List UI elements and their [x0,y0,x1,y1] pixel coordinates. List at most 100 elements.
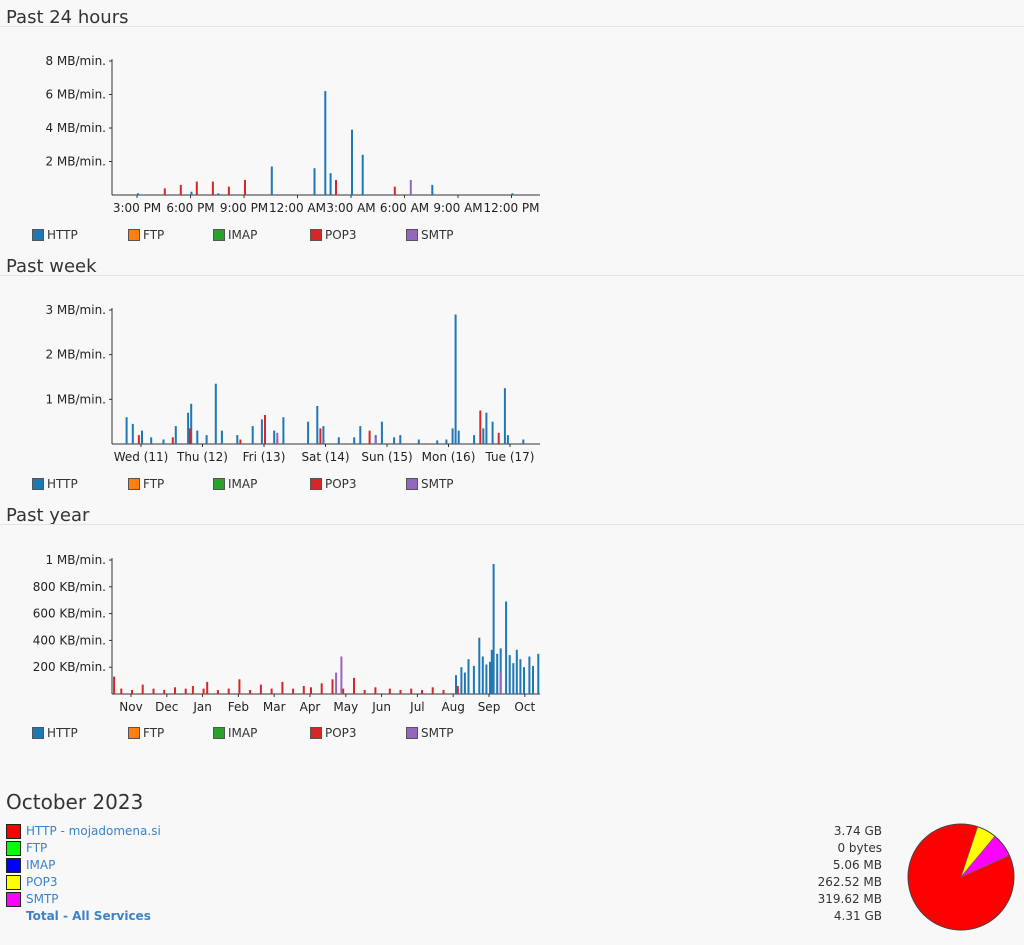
bar-pop3 [456,686,459,694]
bar-http [393,437,396,444]
bar-pop3 [270,688,273,694]
section-divider [0,26,1024,27]
bar-pop3 [393,186,396,195]
service-link-pop3[interactable]: POP3 [26,875,58,889]
bar-http [313,168,316,195]
total-all-services-link[interactable]: Total - All Services [26,909,151,923]
bar-http [505,601,508,694]
service-link-smtp[interactable]: SMTP [26,892,59,906]
color-swatch [6,858,21,873]
service-link-http[interactable]: HTTP - mojadomena.si [26,824,161,838]
bar-pop3 [388,688,391,694]
bar-smtp [409,179,412,195]
x-tick-label: Apr [300,700,321,714]
bar-pop3 [141,684,144,694]
legend-swatch [32,229,44,241]
x-tick-label: Feb [228,700,249,714]
y-tick-label: 800 KB/min. [33,580,106,594]
legend-past-year: HTTP FTP IMAP POP3 SMTP [32,726,632,742]
service-link-ftp[interactable]: FTP [26,841,48,855]
bar-pop3 [421,690,423,694]
y-tick-label: 2 MB/min. [45,155,106,169]
legend-item-pop3: POP3 [310,726,357,742]
y-tick-label: 1 MB/min. [45,392,106,406]
bar-http [472,665,475,694]
bar-pop3 [363,690,366,694]
bar-smtp [335,672,338,694]
service-value: 5.06 MB [832,858,882,872]
bar-http [131,423,134,444]
service-value: 0 bytes [837,841,882,855]
bar-pop3 [249,690,252,694]
bar-pop3 [244,179,246,195]
bar-pop3 [238,679,241,694]
service-link-imap[interactable]: IMAP [26,858,56,872]
bar-http [496,653,499,694]
bar-smtp [340,656,343,694]
bar-pop3 [497,432,500,444]
bar-pop3 [368,430,371,444]
legend-label: IMAP [228,726,258,740]
bar-http [307,421,310,444]
service-row-imap: IMAP 5.06 MB [6,857,882,874]
x-tick-label: Nov [119,700,142,714]
total-value: 4.31 GB [833,909,882,923]
legend-swatch [128,727,140,739]
x-tick-label: 6:00 PM [166,201,214,215]
bar-http [324,91,327,195]
bar-http [399,435,402,444]
y-tick-label: 4 MB/min. [45,121,106,135]
bar-http [361,154,364,195]
service-value: 3.74 GB [833,824,882,838]
bar-http [537,653,540,694]
bar-http [455,675,457,694]
x-tick-label: 12:00 PM [484,201,540,215]
section-title-past-week: Past week [6,256,97,277]
service-row-http: HTTP - mojadomena.si 3.74 GB [6,823,882,840]
chart-past-24-hours: 2 MB/min. 4 MB/min. 6 MB/min. 8 MB/min. 3:00… [45,54,540,215]
bar-http [506,435,509,444]
legend-label: SMTP [421,228,454,242]
bar-http [322,426,325,444]
chart-past-week: 1 MB/min. 2 MB/min. 3 MB/min. Wed (11) Thu (… [45,303,540,464]
bar-pop3 [216,690,219,694]
legend-swatch [310,478,322,490]
legend-label: POP3 [325,228,357,242]
legend-item-http: HTTP [32,726,78,742]
legend-swatch [310,229,322,241]
bar-pop3 [353,677,355,694]
bar-pop3 [227,186,230,195]
bar-pop3 [259,684,262,694]
bar-pop3 [281,681,284,694]
legend-item-smtp: SMTP [406,477,454,493]
color-swatch [6,841,21,856]
x-tick-label: Aug [441,700,464,714]
service-row-pop3: POP3 262.52 MB [6,874,882,891]
bar-http [489,661,491,694]
bar-http [217,193,220,195]
bar-http [137,193,139,195]
bar-http [359,426,362,444]
legend-past-24-hours: HTTP FTP IMAP POP3 SMTP [32,228,632,244]
bar-pop3 [171,437,174,444]
legend-label: FTP [143,726,165,740]
x-tick-label: 9:00 AM [433,201,482,215]
y-tick-label: 200 KB/min. [33,660,106,674]
service-value: 319.62 MB [817,892,882,906]
bar-pop3 [174,687,176,694]
legend-swatch [213,727,225,739]
bar-http [190,191,193,195]
legend-item-pop3: POP3 [310,228,357,244]
legend-item-imap: IMAP [213,726,257,742]
y-tick-label: 600 KB/min. [33,607,106,621]
legend-label: SMTP [421,477,454,491]
bar-pop3 [163,690,166,694]
bar-http [316,406,319,444]
section-title-past-24-hours: Past 24 hours [6,7,129,28]
chart-past-year: 200 KB/min. 400 KB/min. 600 KB/min. 800 KB/… [33,553,540,714]
bar-http [485,664,488,694]
legend-item-imap: IMAP [213,477,257,493]
legend-item-imap: IMAP [213,228,257,244]
bar-pop3 [211,181,214,195]
bar-smtp [374,437,377,444]
